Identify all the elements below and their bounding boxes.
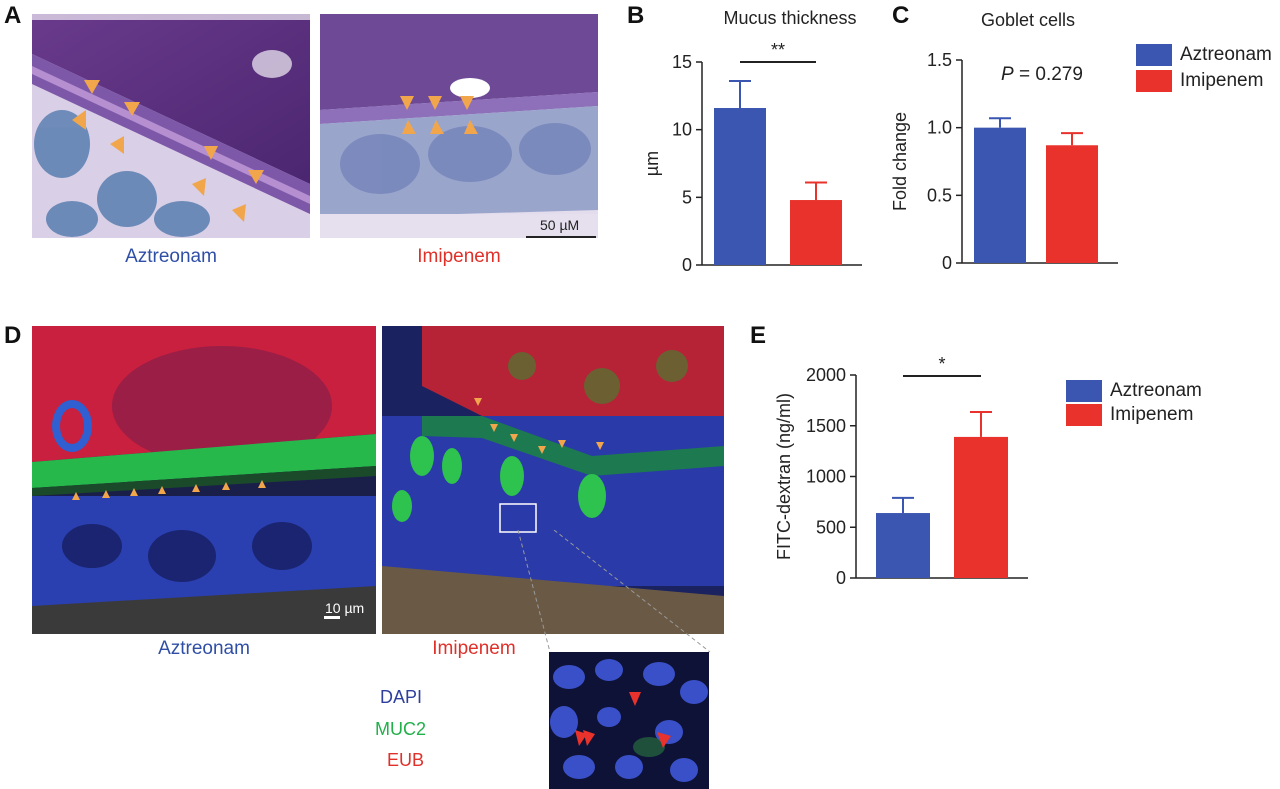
- caption-aztreonam-a: Aztreonam: [125, 246, 217, 267]
- y-tick-label: 1500: [806, 416, 846, 436]
- y-tick-label: 1.5: [927, 50, 952, 70]
- histology-imipenem-image: [320, 14, 598, 238]
- caption-imipenem-a: Imipenem: [417, 246, 501, 267]
- bar-aztreonam: [974, 127, 1026, 264]
- y-tick-label: 15: [672, 52, 692, 72]
- panel-letter-b: B: [627, 2, 645, 29]
- legend-imipenem: Imipenem: [1136, 70, 1263, 92]
- significance-label: **: [771, 40, 785, 60]
- panel-letter-d: D: [4, 322, 22, 349]
- y-tick-label: 1.0: [927, 118, 952, 138]
- panel-letter-e: E: [750, 322, 767, 349]
- bar-imipenem: [790, 200, 842, 265]
- chart-title: Goblet cells: [981, 10, 1075, 30]
- fluorescence-zoom-inset: [549, 652, 709, 789]
- stain-label-muc2: MUC2: [375, 719, 427, 739]
- legend-imipenem-2: Imipenem: [1066, 404, 1193, 426]
- caption-imipenem-d: Imipenem: [432, 638, 516, 659]
- significance-label: *: [938, 354, 945, 374]
- y-axis-label: µm: [642, 151, 662, 176]
- fluorescence-imipenem-image: [382, 326, 724, 634]
- y-tick-label: 0: [942, 253, 952, 273]
- histology-aztreonam-image: [32, 14, 310, 238]
- legend-label-aztreonam: Aztreonam: [1180, 44, 1272, 65]
- y-axis-label: Fold change: [890, 112, 910, 211]
- zoom-guide-lines: [517, 530, 711, 653]
- chart-title: Mucus thickness: [723, 8, 856, 28]
- y-tick-label: 500: [816, 517, 846, 537]
- chart-mucus-thickness: Mucus thickness 0 5 10 15 µm **: [642, 8, 862, 275]
- p-value-label: P = 0.279: [1001, 64, 1083, 85]
- y-tick-label: 0: [836, 568, 846, 588]
- panel-letter-c: C: [892, 2, 910, 29]
- panel-letter-a: A: [4, 2, 22, 29]
- stain-label-eub: EUB: [387, 750, 425, 770]
- stain-label-dapi: DAPI: [380, 687, 423, 707]
- legend-aztreonam-2: Aztreonam: [1066, 380, 1202, 402]
- legend-swatch-aztreonam: [1136, 44, 1172, 66]
- y-tick-label: 2000: [806, 365, 846, 385]
- bar-aztreonam: [714, 108, 766, 265]
- p-value-rest: = 0.279: [1014, 64, 1083, 85]
- chart-goblet-cells: Goblet cells 0 0.5 1.0 1.5 Fold change P = 0.2…: [890, 10, 1118, 273]
- y-axis-label: FITC-dextran (ng/ml): [774, 393, 794, 560]
- caption-aztreonam-d: Aztreonam: [158, 638, 250, 659]
- y-tick-label: 0.5: [927, 185, 952, 205]
- legend-label-imipenem: Imipenem: [1180, 70, 1264, 91]
- bar-imipenem: [954, 436, 1008, 578]
- y-tick-label: 10: [672, 120, 692, 140]
- legend-swatch-aztreonam-2: [1066, 380, 1102, 402]
- scale-bar-label-a: 50 µM: [540, 217, 580, 233]
- legend-swatch-imipenem: [1136, 70, 1172, 92]
- legend-aztreonam: Aztreonam: [1136, 44, 1272, 66]
- y-tick-label: 5: [682, 187, 692, 207]
- bar-aztreonam: [876, 513, 930, 578]
- legend-label-imipenem-2: Imipenem: [1110, 404, 1194, 425]
- arrowhead-markers: [72, 80, 264, 222]
- legend-swatch-imipenem-2: [1066, 404, 1102, 426]
- y-tick-label: 0: [682, 255, 692, 275]
- chart-fitc-dextran: 0 500 1000 1500 2000 FITC-dextran (ng/ml) *: [774, 354, 1028, 588]
- y-tick-label: 1000: [806, 467, 846, 487]
- bar-imipenem: [1046, 145, 1098, 263]
- legend-label-aztreonam-2: Aztreonam: [1110, 380, 1202, 401]
- scale-bar-label-d: 10 µm: [325, 600, 365, 616]
- p-value-italic: P: [1001, 64, 1014, 85]
- fluorescence-aztreonam-image: [32, 326, 376, 634]
